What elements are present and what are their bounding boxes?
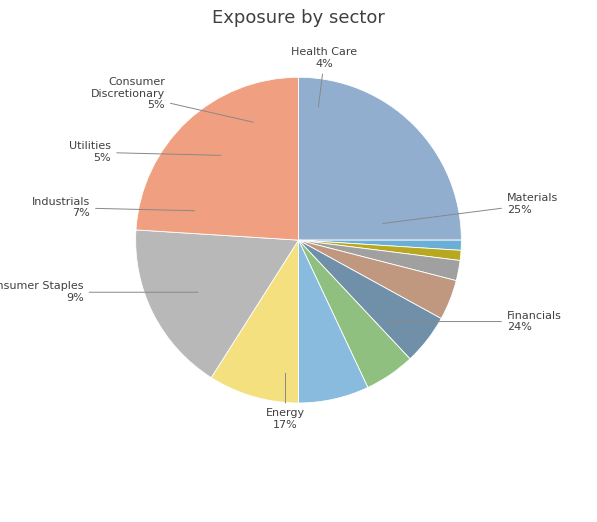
Text: Financials
24%: Financials 24%	[386, 311, 562, 333]
Wedge shape	[298, 240, 461, 260]
Wedge shape	[298, 240, 410, 387]
Wedge shape	[136, 230, 298, 377]
Wedge shape	[298, 77, 461, 240]
Wedge shape	[298, 240, 461, 251]
Wedge shape	[298, 240, 460, 281]
Wedge shape	[298, 240, 441, 359]
Text: Utilities
5%: Utilities 5%	[69, 141, 221, 163]
Text: Health Care
4%: Health Care 4%	[291, 47, 358, 107]
Wedge shape	[136, 77, 298, 240]
Wedge shape	[298, 240, 368, 403]
Text: Energy
17%: Energy 17%	[266, 373, 305, 430]
Text: Industrials
7%: Industrials 7%	[32, 197, 195, 218]
Text: Consumer Staples
9%: Consumer Staples 9%	[0, 281, 198, 303]
Wedge shape	[298, 240, 456, 318]
Wedge shape	[211, 240, 298, 403]
Title: Exposure by sector: Exposure by sector	[212, 9, 385, 27]
Text: Materials
25%: Materials 25%	[383, 194, 558, 223]
Text: Consumer
Discretionary
5%: Consumer Discretionary 5%	[91, 77, 254, 122]
